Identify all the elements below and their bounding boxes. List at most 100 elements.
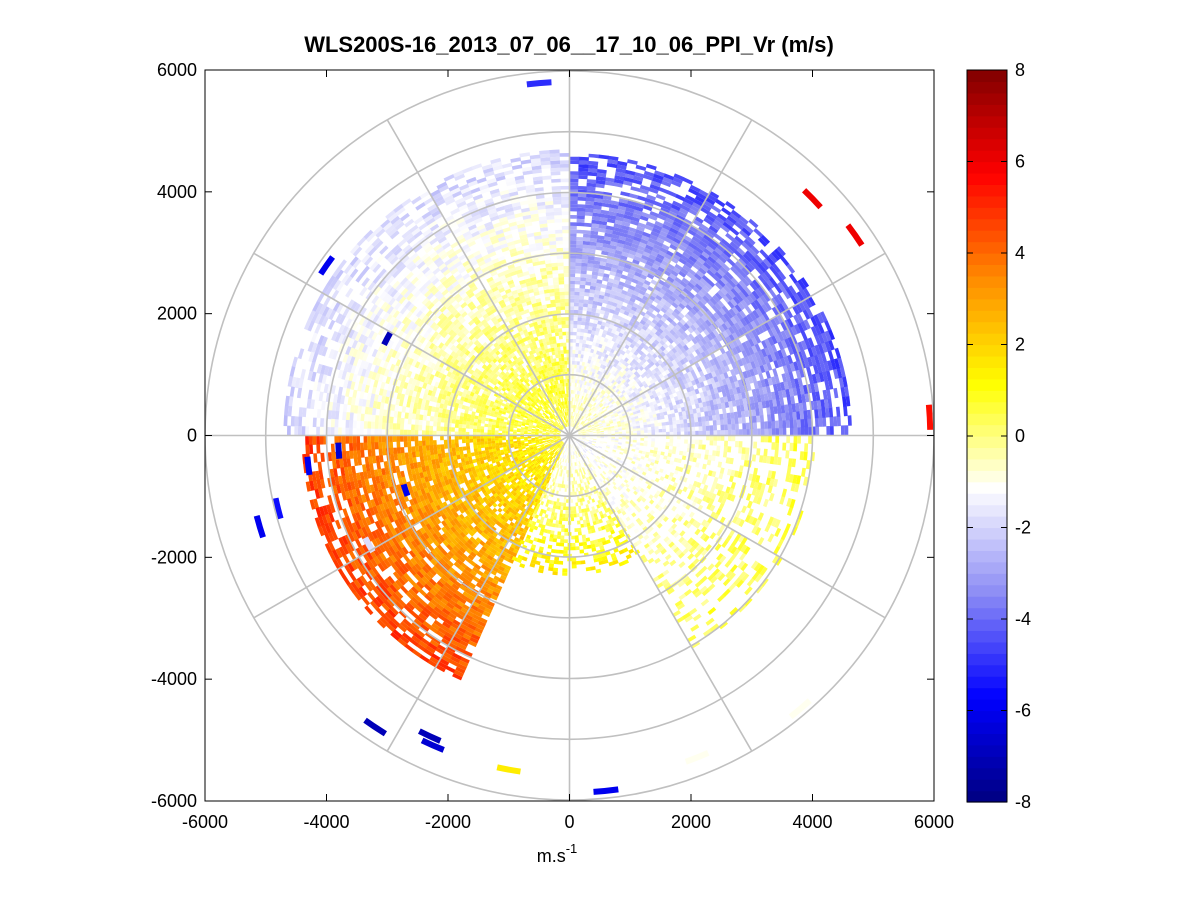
velocity-cell bbox=[586, 411, 590, 415]
velocity-cell bbox=[687, 404, 693, 411]
velocity-cell bbox=[502, 430, 506, 434]
velocity-cell bbox=[578, 432, 582, 434]
velocity-cell bbox=[658, 408, 664, 413]
velocity-cell bbox=[629, 382, 635, 388]
velocity-cell bbox=[604, 388, 609, 393]
velocity-cell bbox=[768, 428, 772, 436]
velocity-cell bbox=[578, 299, 584, 304]
velocity-cell bbox=[624, 367, 630, 372]
velocity-cell bbox=[668, 361, 674, 368]
velocity-cell bbox=[635, 373, 641, 379]
velocity-cell bbox=[606, 394, 611, 399]
velocity-cell bbox=[661, 384, 667, 390]
velocity-cell bbox=[600, 429, 604, 432]
velocity-cell bbox=[581, 399, 584, 404]
velocity-cell bbox=[591, 396, 595, 401]
velocity-cell bbox=[601, 372, 605, 378]
velocity-cell bbox=[624, 319, 631, 325]
velocity-cell bbox=[564, 287, 570, 292]
velocity-cell bbox=[618, 392, 623, 397]
velocity-cell bbox=[588, 429, 593, 432]
velocity-cell bbox=[665, 421, 670, 426]
velocity-cell bbox=[637, 387, 643, 392]
velocity-cell bbox=[575, 426, 579, 430]
velocity-cell bbox=[606, 300, 613, 306]
velocity-cell bbox=[555, 233, 563, 238]
velocity-cell bbox=[614, 398, 619, 403]
velocity-cell bbox=[594, 312, 600, 317]
velocity-cell bbox=[582, 400, 586, 404]
velocity-cell bbox=[498, 428, 503, 431]
velocity-cell bbox=[782, 427, 787, 436]
velocity-cell bbox=[574, 361, 578, 365]
velocity-cell bbox=[641, 395, 647, 400]
velocity-cell bbox=[559, 295, 565, 300]
velocity-cell bbox=[655, 399, 661, 404]
velocity-cell bbox=[764, 428, 769, 436]
velocity-cell bbox=[572, 328, 577, 332]
velocity-cell bbox=[625, 395, 630, 400]
velocity-cell bbox=[572, 412, 575, 416]
velocity-cell bbox=[569, 302, 575, 307]
velocity-cell bbox=[738, 429, 743, 436]
velocity-cell bbox=[645, 373, 651, 379]
velocity-cell bbox=[642, 419, 647, 423]
velocity-cell bbox=[603, 392, 608, 397]
velocity-cell bbox=[440, 426, 445, 432]
velocity-cell bbox=[630, 306, 638, 312]
velocity-cell bbox=[615, 388, 620, 393]
velocity-cell bbox=[641, 333, 647, 340]
velocity-cell bbox=[606, 363, 611, 368]
velocity-cell bbox=[598, 351, 603, 357]
velocity-cell bbox=[788, 411, 794, 421]
velocity-cell bbox=[502, 428, 507, 432]
velocity-cell bbox=[575, 405, 577, 409]
velocity-cell bbox=[605, 350, 611, 356]
velocity-cell bbox=[618, 431, 623, 434]
velocity-cell bbox=[796, 419, 801, 428]
velocity-cell bbox=[585, 393, 588, 398]
velocity-cell bbox=[676, 423, 681, 428]
velocity-cell bbox=[576, 398, 579, 402]
velocity-cell bbox=[592, 353, 596, 358]
velocity-cell bbox=[616, 303, 623, 309]
velocity-cell bbox=[670, 365, 677, 371]
velocity-cell bbox=[598, 408, 603, 412]
velocity-cell bbox=[574, 405, 576, 409]
velocity-cell bbox=[569, 320, 574, 325]
velocity-cell bbox=[609, 377, 614, 383]
velocity-cell bbox=[594, 361, 599, 367]
velocity-cell bbox=[585, 397, 588, 402]
velocity-cell bbox=[667, 413, 672, 419]
velocity-cell bbox=[641, 380, 647, 386]
velocity-cell bbox=[635, 334, 642, 340]
velocity-cell bbox=[595, 426, 600, 429]
velocity-cell bbox=[597, 420, 602, 423]
velocity-cell bbox=[611, 345, 617, 351]
velocity-cell bbox=[645, 403, 650, 408]
velocity-cell bbox=[575, 375, 578, 380]
velocity-cell bbox=[605, 304, 612, 309]
velocity-cell bbox=[356, 413, 362, 422]
velocity-cell bbox=[604, 366, 609, 371]
velocity-cell bbox=[601, 321, 607, 327]
velocity-cell bbox=[677, 355, 683, 362]
velocity-cell bbox=[569, 204, 578, 208]
velocity-cell bbox=[704, 410, 709, 417]
velocity-cell bbox=[612, 381, 618, 386]
velocity-cell bbox=[572, 419, 574, 424]
velocity-cell bbox=[665, 363, 671, 370]
velocity-cell bbox=[371, 421, 375, 429]
velocity-cell bbox=[597, 320, 603, 326]
velocity-cell bbox=[661, 393, 666, 398]
velocity-cell bbox=[760, 428, 765, 436]
velocity-cell bbox=[580, 354, 584, 359]
velocity-cell bbox=[590, 360, 594, 365]
velocity-cell bbox=[663, 328, 670, 335]
velocity-cell bbox=[584, 347, 589, 352]
velocity-cell bbox=[570, 422, 572, 427]
velocity-cell bbox=[580, 369, 584, 374]
velocity-cell bbox=[583, 404, 586, 409]
velocity-cell bbox=[476, 429, 481, 433]
velocity-cell bbox=[658, 333, 665, 340]
